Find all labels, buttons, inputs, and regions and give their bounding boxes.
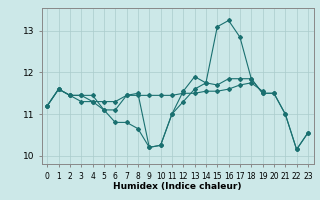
X-axis label: Humidex (Indice chaleur): Humidex (Indice chaleur)	[113, 182, 242, 191]
